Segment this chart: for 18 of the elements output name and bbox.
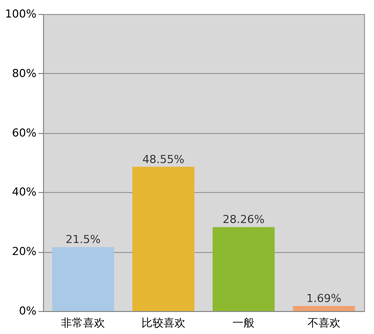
- x-tick-label: 不喜欢: [307, 316, 340, 330]
- bar: [52, 247, 114, 311]
- y-tick-label: 0%: [19, 304, 36, 318]
- bar: [132, 166, 194, 311]
- data-label: 21.5%: [66, 233, 101, 246]
- bar: [292, 306, 355, 311]
- y-tick-label: 100%: [5, 8, 36, 20]
- y-tick-label: 60%: [12, 126, 36, 140]
- bar: [212, 227, 275, 311]
- data-label: 28.26%: [222, 213, 265, 226]
- y-tick-label: 20%: [12, 245, 36, 258]
- x-tick-label: 一般: [232, 316, 255, 330]
- data-label: 1.69%: [306, 292, 342, 305]
- y-tick-label: 80%: [12, 66, 36, 80]
- y-tick-label: 40%: [12, 186, 36, 199]
- data-label: 48.55%: [142, 152, 184, 166]
- x-tick-label: 比较喜欢: [141, 316, 186, 330]
- x-tick-label: 非常喜欢: [61, 316, 106, 330]
